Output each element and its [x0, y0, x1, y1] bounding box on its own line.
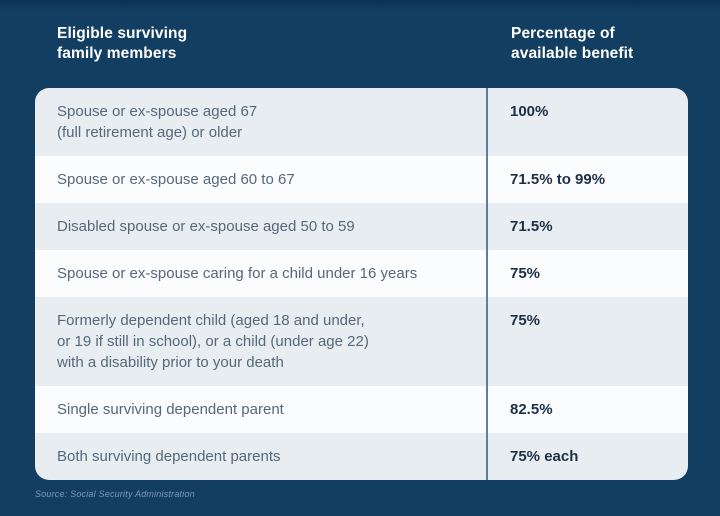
- row-label: Spouse or ex-spouse aged 60 to 67: [57, 171, 295, 188]
- table-row: Spouse or ex-spouse aged 60 to 67 71.5% …: [35, 156, 688, 203]
- table-row: Single surviving dependent parent 82.5%: [35, 386, 688, 433]
- row-label: Disabled spouse or ex-spouse aged 50 to …: [57, 218, 355, 235]
- row-label: Spouse or ex-spouse caring for a child u…: [57, 265, 418, 282]
- table-row: Spouse or ex-spouse aged 67 (full retire…: [35, 88, 688, 156]
- row-value: 82.5%: [510, 401, 553, 418]
- row-value: 71.5%: [510, 218, 553, 235]
- column-header-family-members: Eligible surviving family members: [57, 25, 188, 62]
- row-label: Formerly dependent child (aged 18 and un…: [57, 312, 369, 371]
- benefits-table: Spouse or ex-spouse aged 67 (full retire…: [35, 88, 688, 480]
- row-label: Single surviving dependent parent: [57, 401, 284, 418]
- column-divider-line: [486, 88, 488, 480]
- source-attribution: Source: Social Security Administration: [35, 489, 195, 499]
- row-label: Spouse or ex-spouse aged 67 (full retire…: [57, 103, 258, 141]
- table-row: Disabled spouse or ex-spouse aged 50 to …: [35, 203, 688, 250]
- row-value: 75%: [510, 312, 541, 329]
- table-row: Spouse or ex-spouse caring for a child u…: [35, 250, 688, 297]
- row-value: 100%: [510, 103, 549, 120]
- column-header-benefit-percentage: Percentage of available benefit: [511, 25, 634, 62]
- row-value: 71.5% to 99%: [510, 171, 606, 188]
- table-row: Formerly dependent child (aged 18 and un…: [35, 297, 688, 386]
- row-label: Both surviving dependent parents: [57, 448, 281, 465]
- row-value: 75% each: [510, 448, 579, 465]
- row-value: 75%: [510, 265, 541, 282]
- table-row: Both surviving dependent parents 75% eac…: [35, 433, 688, 480]
